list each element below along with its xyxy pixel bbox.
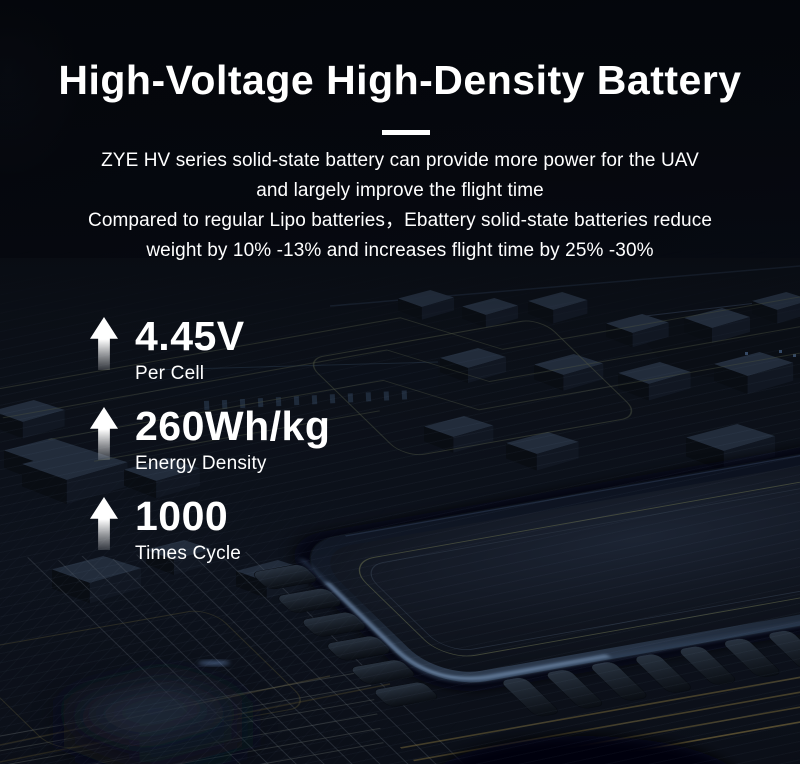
stat-text: 4.45V Per Cell	[135, 314, 245, 385]
stat-item-energy-density: 260Wh/kg Energy Density	[90, 404, 330, 475]
stat-text: 260Wh/kg Energy Density	[135, 404, 330, 475]
up-arrow-icon	[90, 497, 118, 550]
up-arrow-icon	[90, 317, 118, 370]
page-title: High-Voltage High-Density Battery	[58, 57, 742, 103]
description-line-3: Compared to regular Lipo batteries，Ebatt…	[88, 210, 712, 231]
stat-value: 1000	[135, 493, 229, 539]
stat-value: 260Wh/kg	[135, 403, 331, 449]
stat-text: 1000 Times Cycle	[135, 494, 241, 565]
stat-value: 4.45V	[135, 313, 245, 359]
description-line-4: weight by 10% -13% and increases flight …	[146, 240, 654, 261]
stat-item-per-cell: 4.45V Per Cell	[90, 314, 330, 385]
stat-label: Times Cycle	[135, 543, 242, 564]
stats-list: 4.45V Per Cell 260Wh/kg Energy Density 1…	[90, 314, 330, 584]
hero-description: ZYE HV series solid-state battery can pr…	[0, 146, 800, 266]
up-arrow-icon	[90, 407, 118, 460]
stat-label: Per Cell	[135, 363, 205, 384]
stat-label: Energy Density	[135, 453, 267, 474]
title-divider	[382, 130, 430, 135]
description-line-1: ZYE HV series solid-state battery can pr…	[101, 150, 699, 171]
description-line-2: and largely improve the flight time	[256, 180, 544, 201]
stat-item-times-cycle: 1000 Times Cycle	[90, 494, 330, 565]
